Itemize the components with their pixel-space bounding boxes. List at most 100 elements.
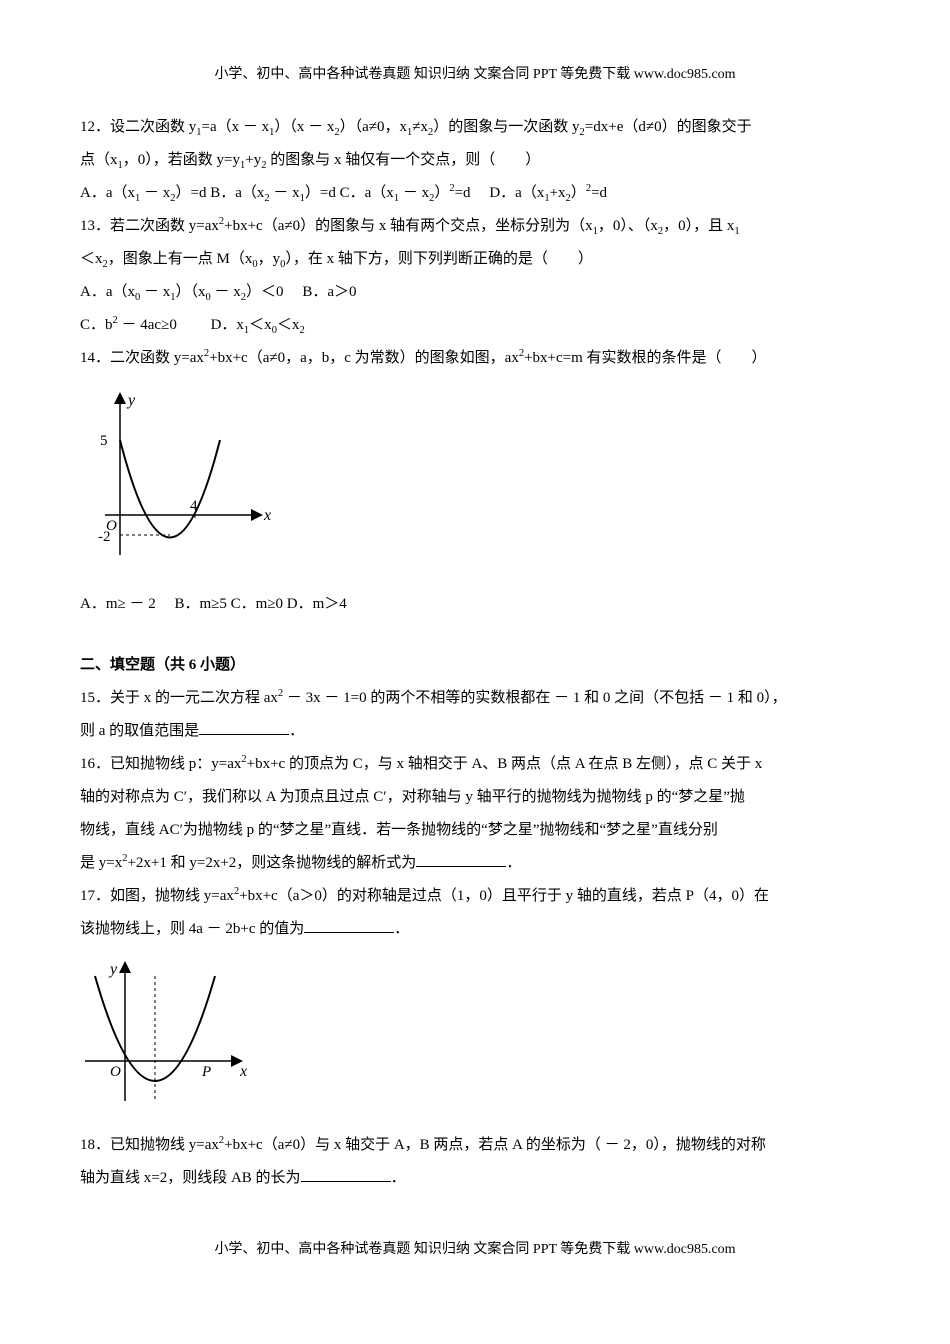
- t: ）=d: [305, 185, 336, 201]
- t: 14．二次函数 y=ax: [80, 350, 204, 366]
- t: C．m≥0: [231, 596, 283, 612]
- q14-svg: y x 5 4 O -2: [80, 385, 280, 565]
- t: － x: [140, 284, 170, 300]
- t: D．x: [211, 317, 244, 333]
- q16-line3: 物线，直线 AC′为抛物线 p 的“梦之星”直线．若一条抛物线的“梦之星”抛物线…: [80, 814, 870, 847]
- t: A．a（x: [80, 284, 135, 300]
- t: =a（x － x: [202, 119, 270, 135]
- footer-text: 小学、初中、高中各种试卷真题 知识归纳 文案合同 PPT 等免费下载 www.d…: [214, 1242, 735, 1257]
- blank: [301, 1166, 391, 1182]
- t: A．a（x: [80, 185, 135, 201]
- t: +2x+1 和 y=2x+2，则这条抛物线的解析式为: [127, 855, 416, 871]
- t: － x: [211, 284, 241, 300]
- t: ＜x: [249, 317, 272, 333]
- q16-line1: 16．已知抛物线 p：y=ax2+bx+c 的顶点为 C，与 x 轴相交于 A、…: [80, 748, 870, 781]
- page-footer: 小学、初中、高中各种试卷真题 知识归纳 文案合同 PPT 等免费下载 www.d…: [80, 1235, 870, 1266]
- label-x: x: [239, 1063, 247, 1080]
- t: 15．关于 x 的一元二次方程 ax: [80, 690, 278, 706]
- q13-optsAB: A．a（x0 － x1）（x0 － x2）＜0 B．a＞0: [80, 276, 870, 309]
- q15-line2: 则 a 的取值范围是 ．: [80, 715, 870, 748]
- t: ．: [289, 723, 304, 739]
- label-4: 4: [190, 498, 198, 514]
- q17-line2: 该抛物线上，则 4a － 2b+c 的值为 ．: [80, 913, 870, 946]
- t: － 3x － 1=0 的两个不相等的实数根都在 － 1 和 0 之间（不包括 －…: [283, 690, 786, 706]
- blank: [199, 719, 289, 735]
- t: +bx+c（a≠0，a，b，c 为常数）的图象如图，ax: [209, 350, 519, 366]
- t: 则 a 的取值范围是: [80, 723, 199, 739]
- t: B．a＞0: [302, 284, 356, 300]
- q17-figure: y x O P: [80, 956, 870, 1119]
- t: ，0），若函数 y=y: [123, 152, 240, 168]
- t: 16．已知抛物线 p：y=ax: [80, 756, 241, 772]
- q15-line1: 15．关于 x 的一元二次方程 ax2 － 3x － 1=0 的两个不相等的实数…: [80, 682, 870, 715]
- t: +bx+c（a＞0）的对称轴是过点（1，0）且平行于 y 轴的直线，若点 P（4…: [239, 888, 769, 904]
- t: ）（a≠0，x: [340, 119, 407, 135]
- t: ≠x: [412, 119, 428, 135]
- t: 轴为直线 x=2，则线段 AB 的长为: [80, 1170, 301, 1186]
- blank: [416, 851, 506, 867]
- t: 的图象与 x 轴仅有一个交点，则（ ）: [266, 152, 540, 168]
- q12-line1: 12．设二次函数 y1=a（x － x1）（x － x2）（a≠0，x1≠x2）…: [80, 111, 870, 144]
- t: D．a（x: [489, 185, 544, 201]
- t: 点（x: [80, 152, 118, 168]
- section-2-title: 二、填空题（共 6 小题）: [80, 649, 870, 682]
- label-5: 5: [100, 433, 108, 449]
- t: =d: [455, 185, 471, 201]
- label-y: y: [126, 392, 136, 409]
- t: D．m＞4: [287, 596, 347, 612]
- t: ）（x － x: [274, 119, 334, 135]
- t: 12．设二次函数 y: [80, 119, 196, 135]
- t: =dx+e（d≠0）的图象交于: [585, 119, 752, 135]
- label-P: P: [201, 1064, 211, 1080]
- q14-options: A．m≥ － 2 B．m≥5 C．m≥0 D．m＞4: [80, 588, 870, 621]
- t: 13．若二次函数 y=ax: [80, 218, 219, 234]
- t: C．b: [80, 317, 113, 333]
- t: ，0）、（x: [598, 218, 658, 234]
- t: +bx+c（a≠0）的图象与 x 轴有两个交点，坐标分别为（x: [224, 218, 592, 234]
- t: ．: [506, 855, 521, 871]
- t: 是 y=x: [80, 855, 122, 871]
- q12-line2: 点（x1，0），若函数 y=y1+y2 的图象与 x 轴仅有一个交点，则（ ）: [80, 144, 870, 177]
- t: +x: [550, 185, 566, 201]
- t: ），在 x 轴下方，则下列判断正确的是（ ）: [285, 251, 593, 267]
- q18-line1: 18．已知抛物线 y=ax2+bx+c（a≠0）与 x 轴交于 A，B 两点，若…: [80, 1129, 870, 1162]
- t: ）: [434, 185, 449, 201]
- t: C．a（x: [340, 185, 394, 201]
- label-y: y: [108, 961, 118, 978]
- t: 17．如图，抛物线 y=ax: [80, 888, 234, 904]
- q18-line2: 轴为直线 x=2，则线段 AB 的长为 ．: [80, 1162, 870, 1195]
- q13-line1: 13．若二次函数 y=ax2+bx+c（a≠0）的图象与 x 轴有两个交点，坐标…: [80, 210, 870, 243]
- t: ）（x: [176, 284, 206, 300]
- q14-line1: 14．二次函数 y=ax2+bx+c（a≠0，a，b，c 为常数）的图象如图，a…: [80, 342, 870, 375]
- t: ．: [394, 921, 409, 937]
- sub: 2: [299, 325, 304, 336]
- t: ＜x: [277, 317, 300, 333]
- q17-line1: 17．如图，抛物线 y=ax2+bx+c（a＞0）的对称轴是过点（1，0）且平行…: [80, 880, 870, 913]
- q16-line4: 是 y=x2+2x+1 和 y=2x+2，则这条抛物线的解析式为．: [80, 847, 870, 880]
- t: ）的图象与一次函数 y: [433, 119, 579, 135]
- t: B．m≥5: [174, 596, 226, 612]
- t: ，y: [258, 251, 281, 267]
- t: 该抛物线上，则 4a － 2b+c 的值为: [80, 921, 304, 937]
- parabola-curve: [120, 440, 220, 538]
- t: ，0），且 x: [663, 218, 734, 234]
- sub: 1: [734, 226, 739, 237]
- q13-optsCD: C．b2 － 4ac≥0 D．x1＜x0＜x2: [80, 309, 870, 342]
- q16-line2: 轴的对称点为 C′，我们称以 A 为顶点且过点 C′，对称轴与 y 轴平行的抛物…: [80, 781, 870, 814]
- t: ）＜0: [246, 284, 299, 300]
- page-header: 小学、初中、高中各种试卷真题 知识归纳 文案合同 PPT 等免费下载 www.d…: [80, 60, 870, 91]
- q12-options: A．a（x1 － x2）=d B．a（x2 － x1）=d C．a（x1 － x…: [80, 177, 870, 210]
- t: ）: [571, 185, 586, 201]
- header-text: 小学、初中、高中各种试卷真题 知识归纳 文案合同 PPT 等免费下载 www.d…: [214, 67, 735, 82]
- t: +bx+c（a≠0）与 x 轴交于 A，B 两点，若点 A 的坐标为（ － 2，…: [224, 1137, 766, 1153]
- t: － x: [399, 185, 429, 201]
- q17-svg: y x O P: [80, 956, 250, 1106]
- t: － 4ac≥0: [118, 317, 207, 333]
- t: ＜x: [80, 251, 103, 267]
- t: A．m≥ － 2: [80, 596, 171, 612]
- t: ．: [391, 1170, 406, 1186]
- t: +y: [245, 152, 261, 168]
- label-m2: -2: [98, 529, 111, 545]
- t: 18．已知抛物线 y=ax: [80, 1137, 219, 1153]
- t: － x: [270, 185, 300, 201]
